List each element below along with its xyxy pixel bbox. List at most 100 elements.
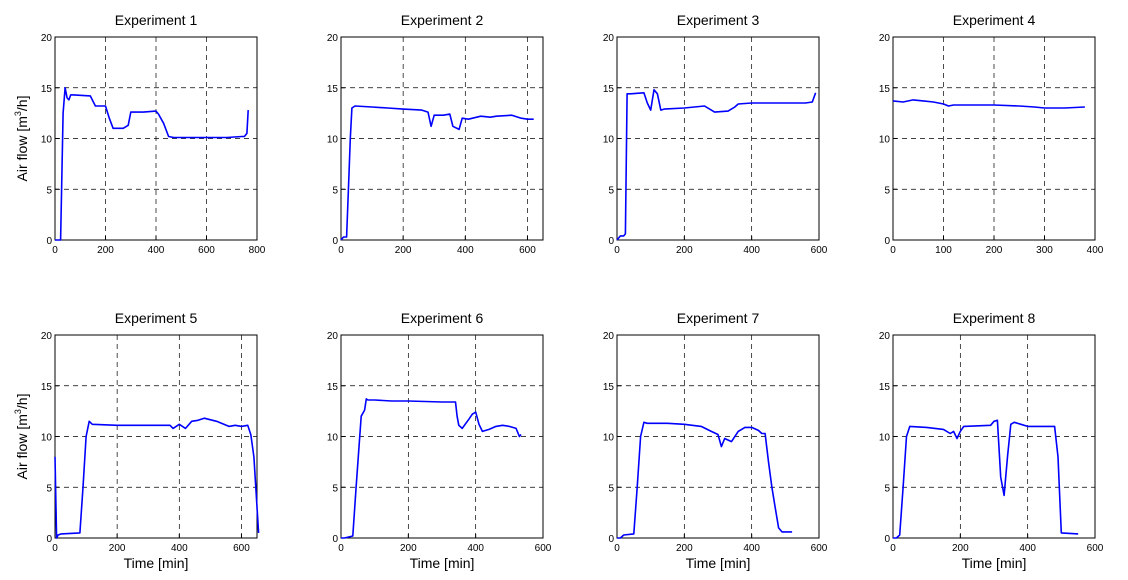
series-line [340,105,534,241]
y-axis-label-row1: Air flow [m3/h] [13,96,30,182]
y-tick-label: 5 [46,483,52,494]
x-tick-label: 600 [811,245,828,256]
x-tick-label: 400 [1019,543,1036,554]
y-tick-label: 15 [603,382,615,393]
y-tick-label: 10 [603,433,615,444]
y-tick-label: 20 [879,33,891,44]
chart-panel-6: 0 200 400 600 0 5 10 15 20 Experiment 6 Time [min] [327,310,552,571]
chart-title: Experiment 8 [953,310,1036,326]
chart-title: Experiment 6 [401,310,484,326]
x-tick-label: 0 [890,245,896,256]
x-tick-label: 400 [467,543,484,554]
x-tick-label: 400 [743,543,760,554]
x-tick-label: 0 [52,543,58,554]
chart-title: Experiment 3 [677,12,760,28]
chart-panel-7: 0 200 400 600 0 5 10 15 20 Experiment 7 Time [min] [603,310,828,571]
x-tick-label: 200 [97,245,114,256]
x-tick-label: 200 [395,245,412,256]
y-tick-label: 15 [879,84,891,95]
y-tick-label: 5 [332,483,338,494]
x-tick-label: 0 [338,245,344,256]
x-tick-label: 400 [148,245,165,256]
x-axis-label: Time [min] [124,555,189,571]
chart-panel-5: 0 200 400 600 0 5 10 15 20 Experiment 5 Time [min] [41,310,260,571]
y-tick-label: 20 [603,331,615,342]
chart-panel-1: 0 200 400 600 800 0 5 10 15 20 Experiment 1 [41,12,266,256]
y-tick-label: 20 [41,331,53,342]
y-tick-label: 5 [46,185,52,196]
y-tick-label: 0 [332,236,338,247]
series-line [617,421,793,539]
x-tick-label: 600 [519,245,536,256]
x-tick-label: 600 [233,543,250,554]
y-tick-label: 10 [327,135,339,146]
x-tick-label: 400 [1087,245,1104,256]
chart-panel-4: 0 100 200 300 400 0 5 10 15 20 Experiment 4 [879,12,1104,256]
y-tick-label: 10 [879,135,891,146]
x-tick-label: 300 [1036,245,1053,256]
x-tick-label: 0 [338,543,344,554]
chart-title: Experiment 7 [677,310,760,326]
y-tick-label: 15 [327,382,339,393]
x-tick-label: 0 [890,543,896,554]
x-tick-label: 100 [935,245,952,256]
y-tick-label: 0 [884,236,890,247]
series-line [54,417,260,539]
series-line [341,398,522,539]
y-tick-label: 0 [608,534,614,545]
chart-title: Experiment 2 [401,12,484,28]
chart-panel-2: 0 200 400 600 0 5 10 15 20 Experiment 2 [327,12,544,256]
y-tick-label: 0 [884,534,890,545]
y-tick-label: 20 [327,33,339,44]
y-tick-label: 0 [332,534,338,545]
y-tick-label: 15 [41,84,53,95]
x-tick-label: 200 [109,543,126,554]
x-tick-label: 200 [676,543,693,554]
y-tick-label: 15 [603,84,615,95]
x-axis-label: Time [min] [962,555,1027,571]
y-tick-label: 5 [608,483,614,494]
x-tick-label: 0 [52,245,58,256]
y-tick-label: 10 [41,135,53,146]
series-line [616,89,817,241]
x-tick-label: 600 [1087,543,1104,554]
x-tick-label: 200 [676,245,693,256]
y-tick-label: 5 [332,185,338,196]
chart-panel-8: 0 200 400 600 0 5 10 15 20 Experiment 8 Time [min] [879,310,1104,571]
series-line [892,99,1085,109]
x-tick-label: 400 [457,245,474,256]
y-axis-label-row2: Air flow [m3/h] [13,394,30,480]
x-tick-label: 400 [171,543,188,554]
x-tick-label: 200 [952,543,969,554]
y-tick-label: 0 [608,236,614,247]
y-tick-label: 5 [608,185,614,196]
series-line [55,87,249,241]
x-tick-label: 0 [614,543,620,554]
y-tick-label: 0 [46,534,52,545]
y-tick-label: 20 [603,33,615,44]
y-tick-label: 10 [41,433,53,444]
y-tick-label: 10 [879,433,891,444]
x-tick-label: 600 [535,543,552,554]
y-tick-label: 15 [41,382,53,393]
y-tick-label: 0 [46,236,52,247]
x-tick-label: 800 [249,245,266,256]
y-tick-label: 15 [879,382,891,393]
x-tick-label: 0 [614,245,620,256]
y-tick-label: 5 [884,185,890,196]
x-tick-label: 200 [400,543,417,554]
x-tick-label: 600 [811,543,828,554]
y-tick-label: 10 [603,135,615,146]
y-tick-label: 20 [879,331,891,342]
y-tick-label: 20 [327,331,339,342]
y-tick-label: 10 [327,433,339,444]
series-line [893,419,1079,539]
x-tick-label: 600 [198,245,215,256]
chart-panel-3: 0 200 400 600 0 5 10 15 20 Experiment 3 [603,12,828,256]
y-tick-label: 5 [884,483,890,494]
y-tick-label: 20 [41,33,53,44]
x-axis-label: Time [min] [686,555,751,571]
y-tick-label: 15 [327,84,339,95]
chart-title: Experiment 4 [953,12,1036,28]
